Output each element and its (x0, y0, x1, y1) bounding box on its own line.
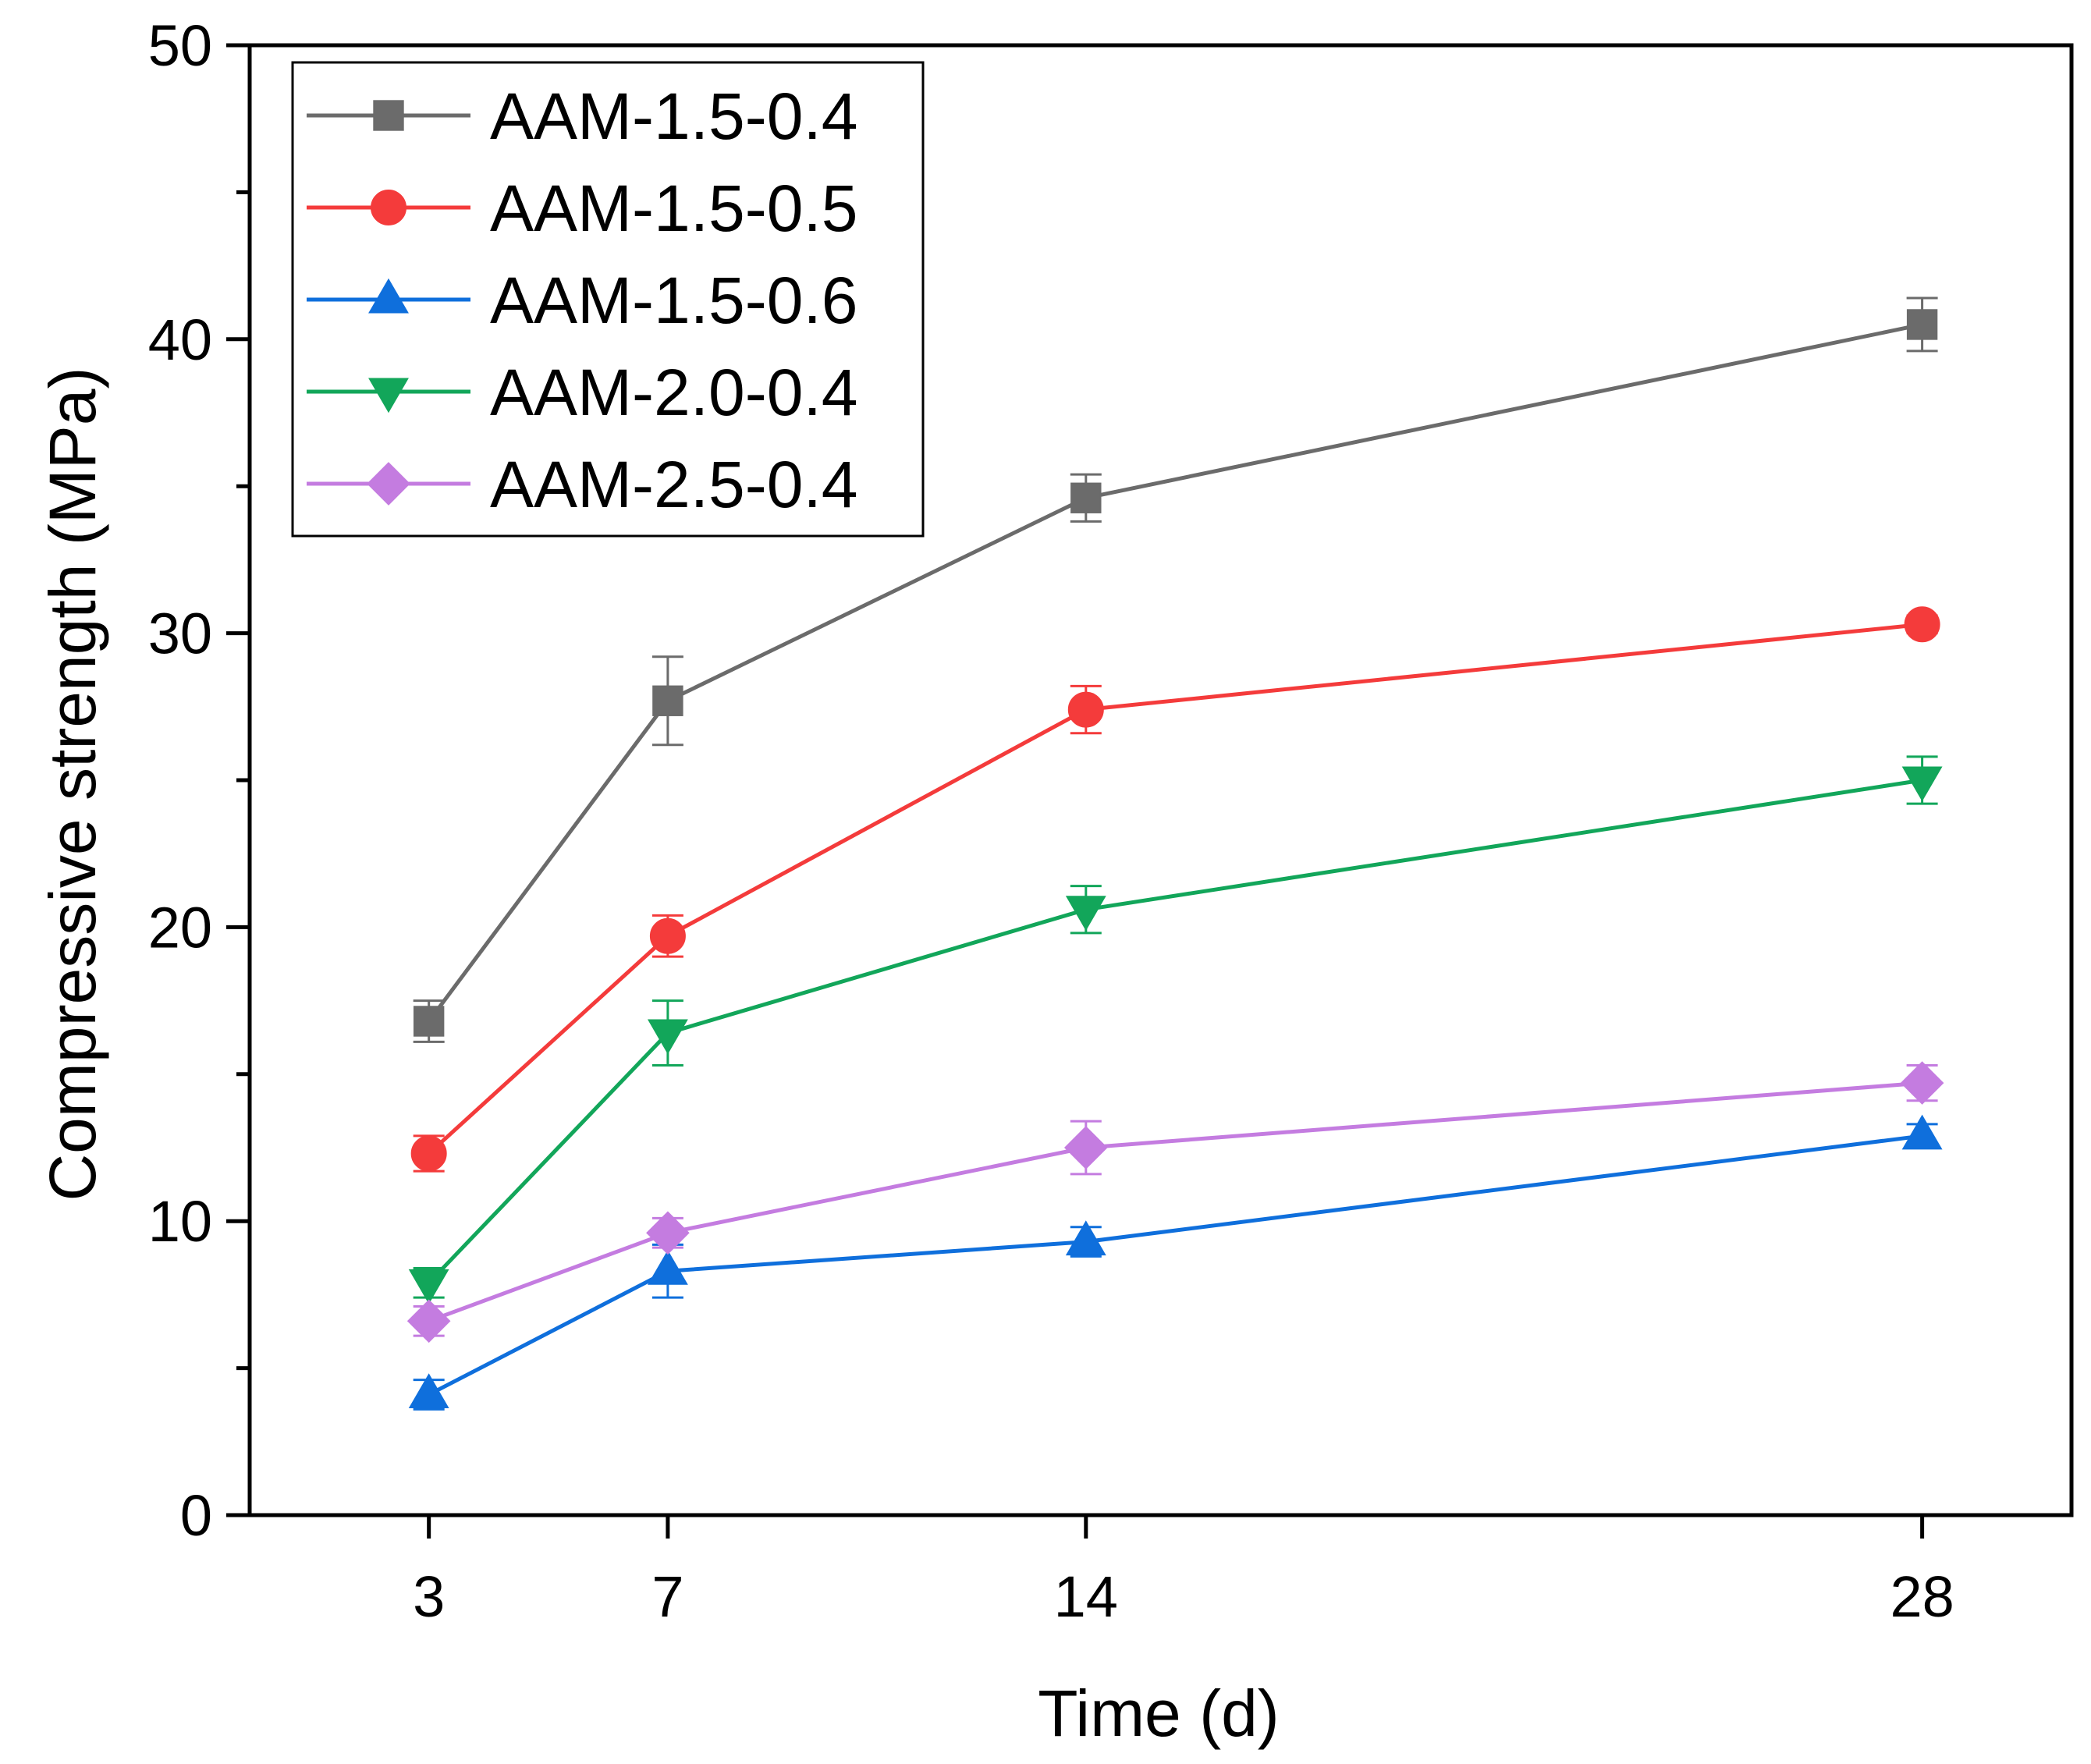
data-point (1070, 482, 1102, 513)
x-axis: 3 7 14 28 (413, 1515, 1954, 1629)
x-tick-label: 7 (651, 1564, 683, 1629)
data-point (647, 1249, 688, 1285)
y-axis: 0 10 20 30 40 50 (148, 13, 250, 1548)
legend-label: AAM-2.0-0.4 (490, 356, 858, 429)
legend-label: AAM-1.5-0.4 (490, 80, 858, 153)
series-AAM-2.0-0.4 (408, 755, 1943, 1304)
series-line (427, 322, 1923, 1023)
legend-marker (368, 378, 409, 413)
data-point (1901, 1114, 1943, 1150)
legend-label: AAM-1.5-0.6 (490, 264, 858, 337)
series-AAM-1.5-0.4 (413, 296, 1938, 1043)
legend-entry: AAM-2.0-0.4 (307, 356, 858, 429)
data-point (1906, 309, 1938, 340)
data-point (1065, 1220, 1106, 1256)
series-line (428, 1134, 1922, 1397)
data-point (652, 685, 683, 716)
legend-entry: AAM-1.5-0.6 (307, 264, 858, 337)
legend-entry: AAM-2.5-0.4 (307, 448, 858, 521)
series-AAM-1.5-0.5 (410, 606, 1940, 1173)
x-tick-label: 14 (1054, 1564, 1118, 1629)
data-point (1904, 606, 1940, 643)
legend-entry: AAM-1.5-0.4 (307, 80, 858, 153)
data-point (413, 1006, 445, 1037)
legend-marker (368, 278, 409, 314)
data-point (1067, 691, 1104, 728)
series-layer (406, 296, 1944, 1411)
data-point (410, 1135, 447, 1172)
series-AAM-1.5-0.6 (408, 1114, 1943, 1411)
legend: AAM-1.5-0.4 AAM-1.5-0.5 AAM-1.5-0.6 AAM-2.0… (291, 61, 925, 538)
data-point (1063, 1126, 1108, 1169)
series-line (428, 1081, 1922, 1323)
data-point (1901, 766, 1943, 802)
series-AAM-2.5-0.4 (406, 1061, 1944, 1343)
data-point (408, 1373, 449, 1409)
data-point (1900, 1061, 1944, 1105)
data-point (647, 1019, 688, 1055)
series-line (427, 778, 1922, 1285)
data-point (649, 917, 686, 954)
y-axis-title: Compressive strength (MPa) (36, 367, 109, 1201)
legend-label: AAM-2.5-0.4 (490, 448, 858, 521)
data-point (1065, 896, 1106, 932)
series-line (427, 622, 1922, 1155)
y-tick-label: 40 (148, 307, 212, 372)
data-point (646, 1211, 690, 1255)
legend-label: AAM-1.5-0.5 (490, 172, 858, 245)
y-tick-label: 10 (148, 1189, 212, 1254)
y-tick-label: 30 (148, 602, 212, 666)
legend-entry: AAM-1.5-0.5 (307, 172, 858, 245)
x-tick-label: 3 (413, 1564, 445, 1629)
data-point (408, 1269, 449, 1304)
y-tick-label: 0 (180, 1483, 212, 1548)
legend-marker (367, 462, 410, 506)
legend-marker (373, 100, 404, 131)
data-point (406, 1299, 451, 1343)
y-tick-label: 20 (148, 895, 212, 960)
y-tick-label: 50 (148, 13, 212, 78)
legend-marker (371, 190, 406, 225)
x-tick-label: 28 (1890, 1564, 1954, 1629)
x-axis-title: Time (d) (1038, 1677, 1280, 1750)
